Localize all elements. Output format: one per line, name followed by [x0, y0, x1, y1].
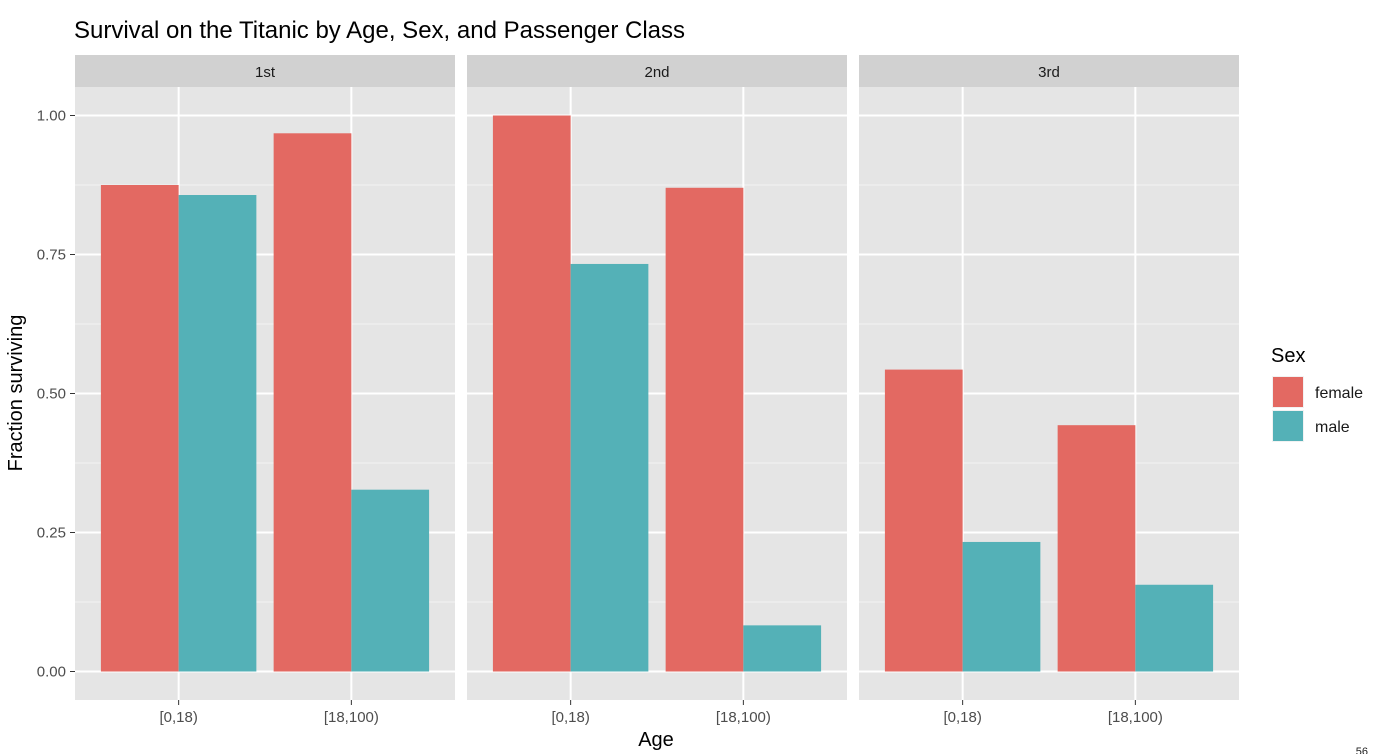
bar-female [492, 115, 571, 672]
legend-swatch-male [1273, 411, 1303, 441]
bar-female [273, 133, 352, 672]
legend-title: Sex [1271, 345, 1305, 367]
bar-female [665, 187, 744, 672]
bar-male [1135, 584, 1214, 672]
legend-label: male [1315, 419, 1350, 436]
bar-male [351, 489, 430, 672]
x-tick-label: [0,18) [551, 709, 589, 726]
bar-male [570, 263, 649, 672]
bar-male [178, 195, 257, 672]
y-tick-label: 1.00 [37, 108, 66, 125]
legend-swatch-female [1273, 377, 1303, 407]
x-tick-label: [0,18) [943, 709, 981, 726]
y-tick-label: 0.25 [37, 525, 66, 542]
chart-title: Survival on the Titanic by Age, Sex, and… [74, 17, 685, 44]
facet-label: 1st [255, 64, 276, 81]
facet-strip [859, 55, 1239, 87]
legend: female male [1272, 376, 1363, 442]
bar-male [962, 541, 1041, 672]
x-tick-label: [18,100) [716, 709, 771, 726]
y-tick-label: 0.50 [37, 386, 66, 403]
x-tick-label: [18,100) [324, 709, 379, 726]
facet-strip [467, 55, 847, 87]
plot-layer: 1st [0,18) [18,100) 2nd [0,18) [18,100) 3rd [0,… [37, 55, 1239, 726]
x-tick-label: [18,100) [1108, 709, 1163, 726]
x-tick-label: [0,18) [159, 709, 197, 726]
y-axis-label: Fraction surviving [5, 315, 27, 472]
facet-label: 2nd [644, 64, 669, 81]
y-tick-label: 0.00 [37, 664, 66, 681]
bar-female [884, 369, 963, 672]
page-number: 56 [1355, 746, 1368, 754]
facet-label: 3rd [1038, 64, 1060, 81]
legend-label: female [1315, 385, 1363, 402]
y-tick-label: 0.75 [37, 247, 66, 264]
facet-strip [75, 55, 455, 87]
x-axis-label: Age [638, 729, 674, 751]
bar-male [743, 625, 822, 672]
bar-female [100, 185, 179, 672]
bar-female [1057, 425, 1136, 672]
